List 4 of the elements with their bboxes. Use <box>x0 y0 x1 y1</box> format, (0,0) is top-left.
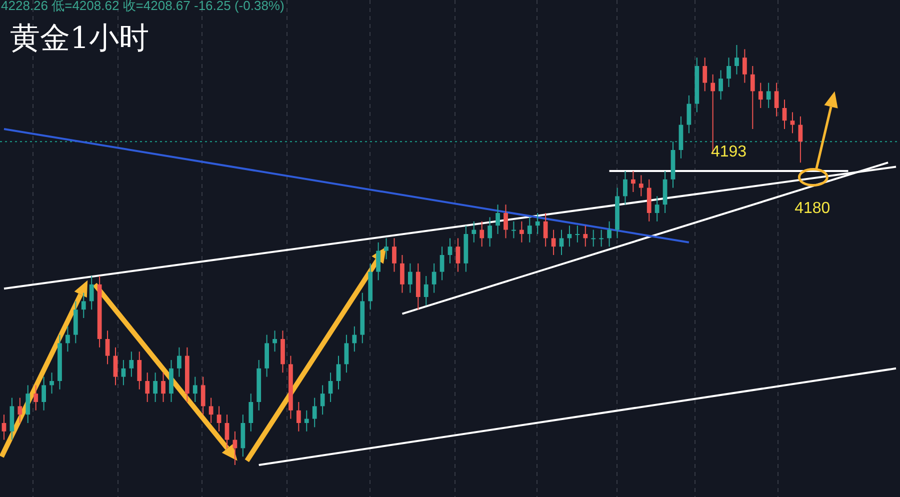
chart-title: 黄金1小时 <box>10 21 150 56</box>
annotation: 4193 <box>710 143 747 160</box>
annotation: 4180 <box>794 200 830 217</box>
chart-subtitle: 4228.26 低=4208.62 收=4208.67 -16.25 (-0.38%) <box>1 0 284 13</box>
